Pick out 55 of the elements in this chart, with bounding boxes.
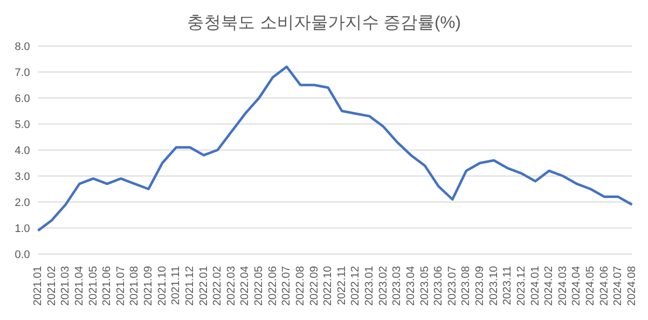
x-tick-label: 2023.04 [404,266,417,306]
y-tick-label: 1.0 [14,222,30,235]
x-tick-label: 2023.02 [377,266,390,306]
x-tick-label: 2022.05 [253,266,266,306]
x-tick-label: 2024.05 [584,266,597,306]
x-tick-label: 2021.01 [32,266,44,306]
x-tick-label: 2022.08 [294,266,306,306]
y-tick-label: 4.0 [14,144,30,157]
x-tick-label: 2021.03 [60,266,72,306]
y-tick-label: 6.0 [14,92,30,105]
x-tick-label: 2022.12 [350,266,362,306]
x-tick-label: 2023.07 [446,266,458,306]
x-tick-label: 2023.01 [364,266,376,306]
y-tick-label: 2.0 [14,196,30,209]
x-tick-label: 2022.11 [336,266,348,305]
x-tick-label: 2021.07 [114,266,127,306]
x-tick-label: 2024.07 [612,266,624,306]
x-tick-label: 2023.03 [391,266,404,306]
x-tick-label: 2023.11 [502,266,514,305]
x-tick-label: 2023.09 [474,266,486,306]
y-tick-label: 3.0 [14,170,30,183]
x-tick-label: 2024.08 [626,266,638,306]
x-tick-label: 2022.09 [308,266,320,306]
x-tick-label: 2022.02 [212,266,224,306]
y-tick-label: 8.0 [14,40,30,53]
x-tick-label: 2024.01 [529,266,542,306]
x-tick-label: 2022.01 [198,266,210,306]
x-tick-label: 2024.04 [570,266,583,306]
x-tick-label: 2023.12 [515,266,528,306]
line-series [36,66,634,232]
x-tick-label: 2022.06 [266,266,279,306]
x-tick-label: 2022.04 [239,266,252,306]
x-tick-label: 2023.08 [460,266,472,306]
chart-title: 충청북도 소비자물가지수 증감률(%) [186,12,462,34]
x-tick-label: 2023.05 [418,266,431,306]
x-tick-label: 2021.05 [87,266,100,306]
y-tick-label: 0.0 [14,248,30,261]
x-tick-label: 2024.02 [543,266,556,306]
x-tick-label: 2021.06 [101,266,114,306]
x-tick-label: 2022.07 [280,266,293,306]
x-tick-label: 2023.10 [488,266,500,306]
x-tick-label: 2021.10 [156,266,168,306]
x-tick-label: 2021.09 [142,266,155,306]
x-tick-label: 2021.08 [128,266,141,306]
x-tick-label: 2021.04 [73,266,86,306]
x-tick-label: 2024.06 [598,266,610,306]
x-tick-label: 2023.06 [432,266,445,306]
x-tick-label: 2021.11 [170,266,182,305]
y-tick-label: 5.0 [14,118,30,131]
y-tick-label: 7.0 [14,66,30,79]
x-tick-label: 2024.03 [556,266,569,306]
x-tick-label: 2021.12 [184,266,196,306]
x-tick-label: 2021.02 [46,266,58,306]
x-tick-label: 2022.03 [225,266,238,306]
x-tick-label: 2022.10 [322,266,334,306]
